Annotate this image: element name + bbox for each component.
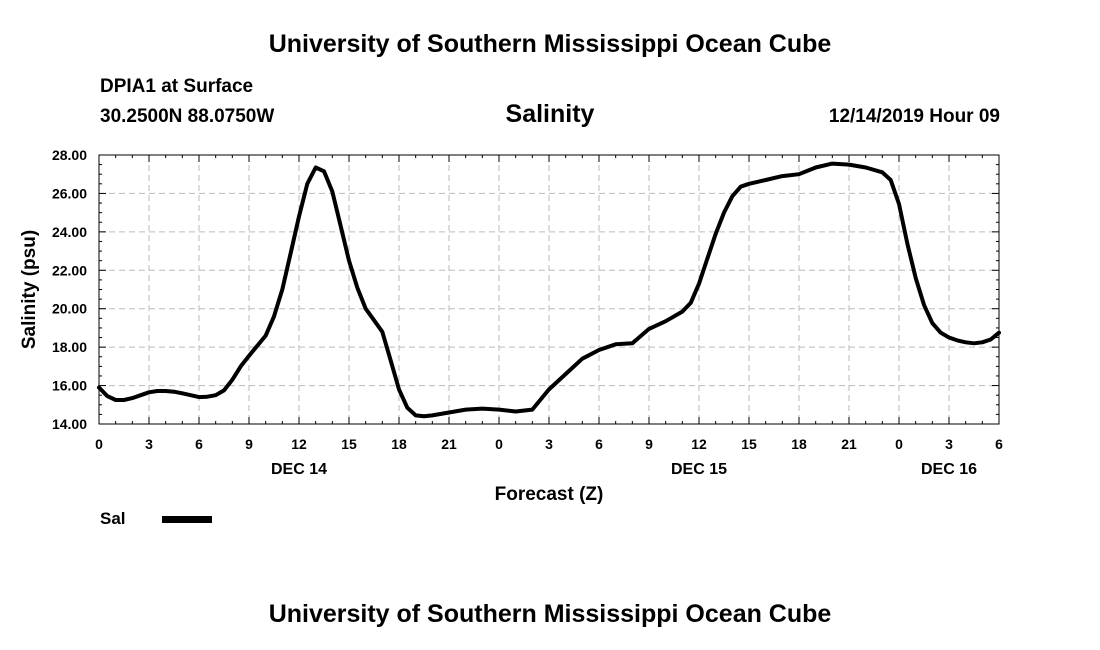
x-tick-label: 0 [495, 436, 503, 452]
y-tick-label: 28.00 [52, 147, 87, 163]
x-tick-label: 18 [391, 436, 407, 452]
y-tick-label: 16.00 [52, 378, 87, 394]
x-tick-label: 15 [741, 436, 757, 452]
x-tick-label: 6 [595, 436, 603, 452]
x-tick-label: 6 [995, 436, 1003, 452]
y-axis-label: Salinity (psu) [19, 230, 40, 349]
x-tick-label: 0 [95, 436, 103, 452]
chart-main-title: University of Southern Mississippi Ocean… [268, 30, 832, 58]
y-tick-label: 24.00 [52, 224, 87, 240]
legend-label: Sal [100, 509, 126, 528]
x-tick-label: 3 [545, 436, 553, 452]
station-label: DPIA1 at Surface [100, 76, 254, 97]
y-tick-label: 20.00 [52, 301, 87, 317]
x-tick-label: 9 [645, 436, 653, 452]
series-line-sal [97, 161, 1001, 419]
x-tick-label: 21 [441, 436, 457, 452]
y-tick-label: 26.00 [52, 185, 87, 201]
x-axis-label: Forecast (Z) [495, 484, 604, 505]
x-tick-label: 0 [895, 436, 903, 452]
footer-title: University of Southern Mississippi Ocean… [268, 600, 832, 628]
x-tick-label: 18 [791, 436, 807, 452]
x-tick-label: 3 [945, 436, 953, 452]
location-coordinates: 30.2500N 88.0750W [100, 106, 275, 127]
x-tick-label: 6 [195, 436, 203, 452]
x-tick-label: 12 [691, 436, 707, 452]
day-label: DEC 14 [271, 461, 327, 478]
y-tick-label: 14.00 [52, 416, 87, 432]
x-tick-label: 3 [145, 436, 153, 452]
legend-line-swatch [162, 516, 212, 523]
y-tick-label: 18.00 [52, 339, 87, 355]
day-label: DEC 15 [671, 461, 727, 478]
x-tick-label: 21 [841, 436, 857, 452]
x-tick-label: 12 [291, 436, 307, 452]
plot-area-frame [98, 154, 1000, 425]
y-tick-label: 22.00 [52, 262, 87, 278]
x-tick-label: 15 [341, 436, 357, 452]
x-tick-label: 9 [245, 436, 253, 452]
forecast-datetime: 12/14/2019 Hour 09 [828, 106, 1000, 127]
variable-title: Salinity [505, 100, 595, 128]
day-label: DEC 16 [921, 461, 977, 478]
